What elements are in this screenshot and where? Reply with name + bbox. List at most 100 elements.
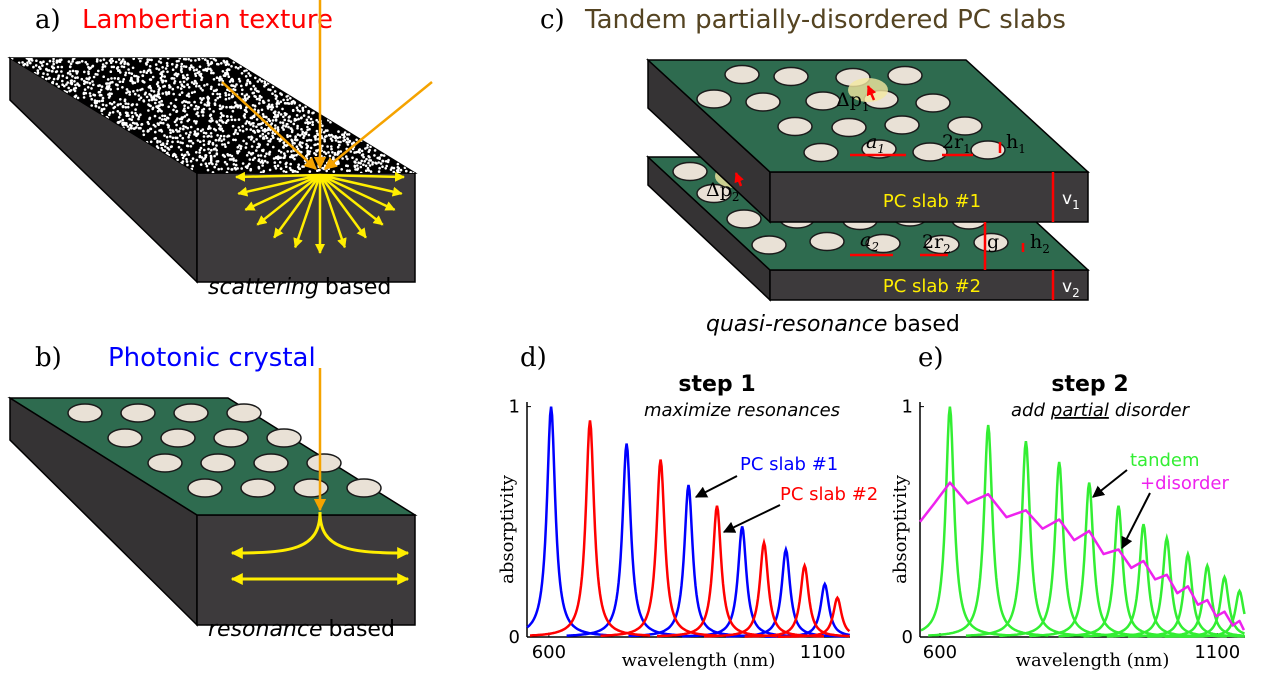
texture-dot (201, 99, 204, 102)
texture-dot (169, 135, 172, 138)
texture-dot (139, 127, 142, 130)
texture-dot (60, 70, 63, 73)
texture-dot (211, 62, 214, 65)
hole (806, 92, 840, 110)
texture-dot (241, 93, 244, 96)
texture-dot (262, 113, 265, 116)
texture-dot (230, 158, 233, 161)
texture-dot (238, 144, 241, 147)
texture-dot (274, 161, 277, 164)
texture-dot (268, 103, 271, 106)
texture-dot (128, 128, 131, 131)
texture-dot (208, 135, 211, 138)
texture-dot (150, 89, 153, 92)
texture-dot (57, 66, 60, 69)
hole (68, 404, 102, 422)
texture-dot (300, 128, 303, 131)
texture-dot (26, 61, 29, 64)
texture-dot (267, 132, 270, 135)
texture-dot (51, 70, 54, 73)
texture-dot (224, 73, 227, 76)
texture-dot (258, 158, 261, 161)
texture-dot (127, 68, 130, 71)
texture-dot (378, 170, 381, 173)
texture-dot (61, 80, 64, 83)
texture-dot (208, 120, 211, 123)
texture-dot (172, 88, 175, 91)
texture-dot (119, 112, 122, 115)
texture-dot (222, 130, 225, 133)
texture-dot (92, 84, 95, 87)
texture-dot (133, 127, 136, 130)
texture-dot (195, 105, 198, 108)
texture-dot (175, 72, 178, 75)
texture-dot (245, 122, 248, 125)
texture-dot (285, 125, 288, 128)
texture-dot (234, 101, 237, 104)
texture-dot (222, 154, 225, 157)
texture-dot (257, 80, 260, 83)
texture-dot (336, 163, 339, 166)
texture-dot (302, 109, 305, 112)
texture-dot (271, 92, 274, 95)
texture-dot (194, 59, 197, 62)
texture-dot (35, 59, 38, 62)
texture-dot (164, 145, 167, 148)
texture-dot (187, 136, 190, 139)
texture-dot (357, 161, 360, 164)
texture-dot (109, 88, 112, 91)
series-label: PC slab #1 (740, 454, 838, 475)
texture-dot (128, 93, 131, 96)
texture-dot (125, 102, 128, 105)
texture-dot (191, 165, 194, 168)
texture-dot (292, 109, 295, 112)
texture-dot (101, 85, 104, 88)
texture-dot (339, 136, 342, 139)
texture-dot (274, 94, 277, 97)
texture-dot (84, 88, 87, 91)
texture-dot (250, 153, 253, 156)
texture-dot (293, 123, 296, 126)
texture-dot (172, 155, 175, 158)
texture-dot (139, 89, 142, 92)
texture-dot (166, 117, 169, 120)
texture-dot (334, 153, 337, 156)
texture-dot (326, 162, 329, 165)
texture-dot (71, 60, 74, 63)
texture-dot (127, 90, 130, 93)
texture-dot (139, 71, 142, 74)
texture-dot (276, 105, 279, 108)
texture-dot (230, 115, 233, 118)
texture-dot (289, 163, 292, 166)
texture-dot (207, 104, 210, 107)
texture-dot (74, 84, 77, 87)
texture-dot (206, 101, 209, 104)
texture-dot (75, 70, 78, 73)
label-main: a (866, 131, 877, 153)
texture-dot (238, 118, 241, 121)
x-axis-label: wavelength (nm) (622, 650, 776, 671)
texture-dot (183, 58, 186, 61)
texture-dot (212, 142, 215, 145)
texture-dot (219, 93, 222, 96)
texture-dot (91, 80, 94, 83)
texture-dot (58, 59, 61, 62)
label-main: v (1062, 189, 1072, 209)
texture-dot (113, 66, 116, 69)
texture-dot (126, 88, 129, 91)
texture-dot (308, 134, 311, 137)
texture-dot (168, 84, 171, 87)
texture-dot (332, 156, 335, 159)
texture-dot (198, 151, 201, 154)
texture-dot (255, 126, 258, 129)
texture-dot (307, 152, 310, 155)
texture-dot (391, 166, 394, 169)
texture-dot (255, 138, 258, 141)
texture-dot (261, 109, 264, 112)
texture-dot (216, 97, 219, 100)
texture-dot (201, 156, 204, 159)
texture-dot (397, 166, 400, 169)
texture-dot (323, 151, 326, 154)
texture-dot (110, 81, 113, 84)
texture-dot (359, 148, 362, 151)
